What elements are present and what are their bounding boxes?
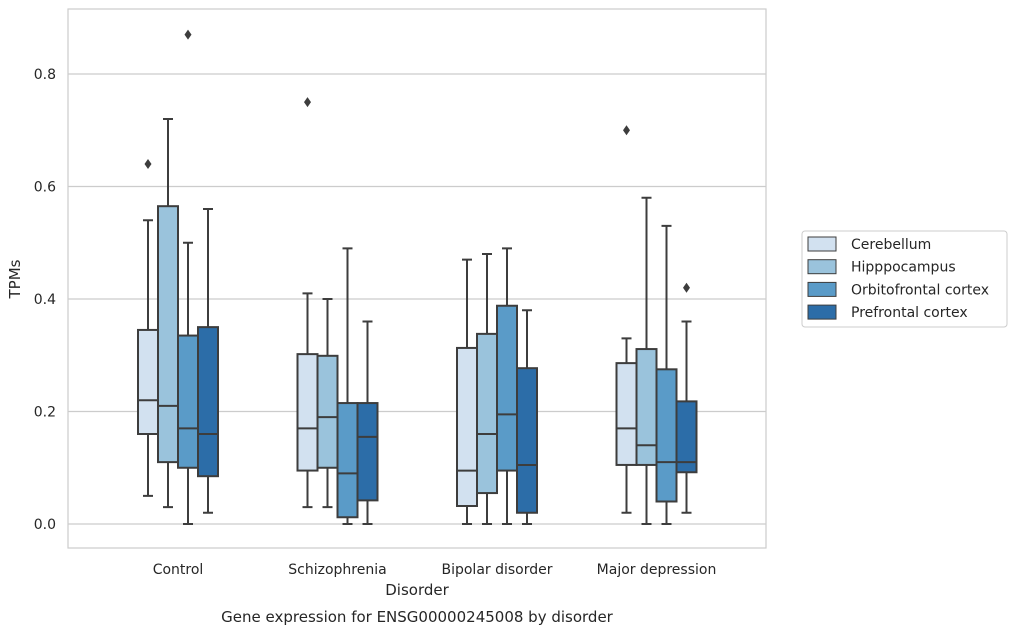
x-tick-label: Schizophrenia (288, 562, 386, 578)
box-series (137, 29, 698, 525)
y-tick-label: 0.2 (34, 405, 56, 421)
box-prefrontal-cortex (197, 208, 219, 514)
box-hipppocampus (157, 118, 179, 509)
legend: Cerebellum Hipppocampus Orbitofrontal cort… (801, 230, 1008, 328)
legend-label: Prefrontal cortex (851, 305, 968, 321)
x-tick-labels: Control Schizophrenia Bipolar disorder Majo… (153, 562, 717, 578)
box-iqr (356, 402, 379, 502)
box-iqr (655, 368, 678, 503)
outlier-point (683, 282, 690, 293)
box-iqr (675, 400, 698, 474)
box-hipppocampus (476, 253, 498, 525)
x-tick-label: Bipolar disorder (441, 562, 552, 578)
box-orbitofrontal-cortex (336, 247, 359, 525)
x-tick-label: Major depression (597, 562, 717, 578)
box-iqr (635, 348, 658, 466)
box-iqr (197, 326, 219, 478)
chart-caption: Gene expression for ENSG00000245008 by d… (221, 608, 614, 626)
box-iqr (496, 304, 518, 472)
legend-frame (801, 230, 1008, 328)
outlier-point (184, 29, 192, 40)
box-hipppocampus (635, 196, 658, 525)
y-axis-title: TPMs (6, 259, 24, 299)
box-iqr (456, 346, 478, 507)
box-prefrontal-cortex (356, 320, 379, 525)
box-prefrontal-cortex (516, 309, 538, 525)
outlier-point (304, 97, 311, 108)
legend-swatch (807, 281, 837, 297)
legend-swatch (807, 259, 837, 275)
box-iqr (137, 328, 159, 435)
box-cerebellum (296, 97, 319, 509)
box-iqr (615, 362, 638, 466)
box-iqr (316, 354, 339, 469)
outlier-point (144, 159, 152, 169)
legend-label: Hipppocampus (851, 260, 956, 276)
box-iqr (177, 334, 199, 469)
box-iqr (516, 367, 538, 514)
y-tick-label: 0.6 (34, 180, 56, 196)
outlier-point (623, 125, 630, 136)
y-tick-label: 0.4 (34, 292, 56, 308)
legend-label: Orbitofrontal cortex (851, 282, 989, 298)
legend-label: Cerebellum (851, 237, 931, 253)
box-orbitofrontal-cortex (177, 29, 199, 525)
box-iqr (296, 353, 319, 472)
box-iqr (476, 332, 498, 495)
legend-swatch (807, 304, 837, 320)
box-iqr (336, 402, 359, 519)
x-axis-title: Disorder (385, 581, 449, 599)
y-tick-labels: 0.0 0.2 0.4 0.6 0.8 (34, 67, 56, 533)
y-tick-label: 0.8 (34, 67, 56, 83)
box-iqr (157, 205, 179, 464)
x-tick-label: Control (153, 562, 204, 578)
box-cerebellum (137, 159, 159, 497)
box-orbitofrontal-cortex (655, 224, 678, 525)
y-tick-label: 0.0 (34, 517, 56, 533)
legend-swatch (807, 236, 837, 252)
box-prefrontal-cortex (675, 282, 698, 514)
